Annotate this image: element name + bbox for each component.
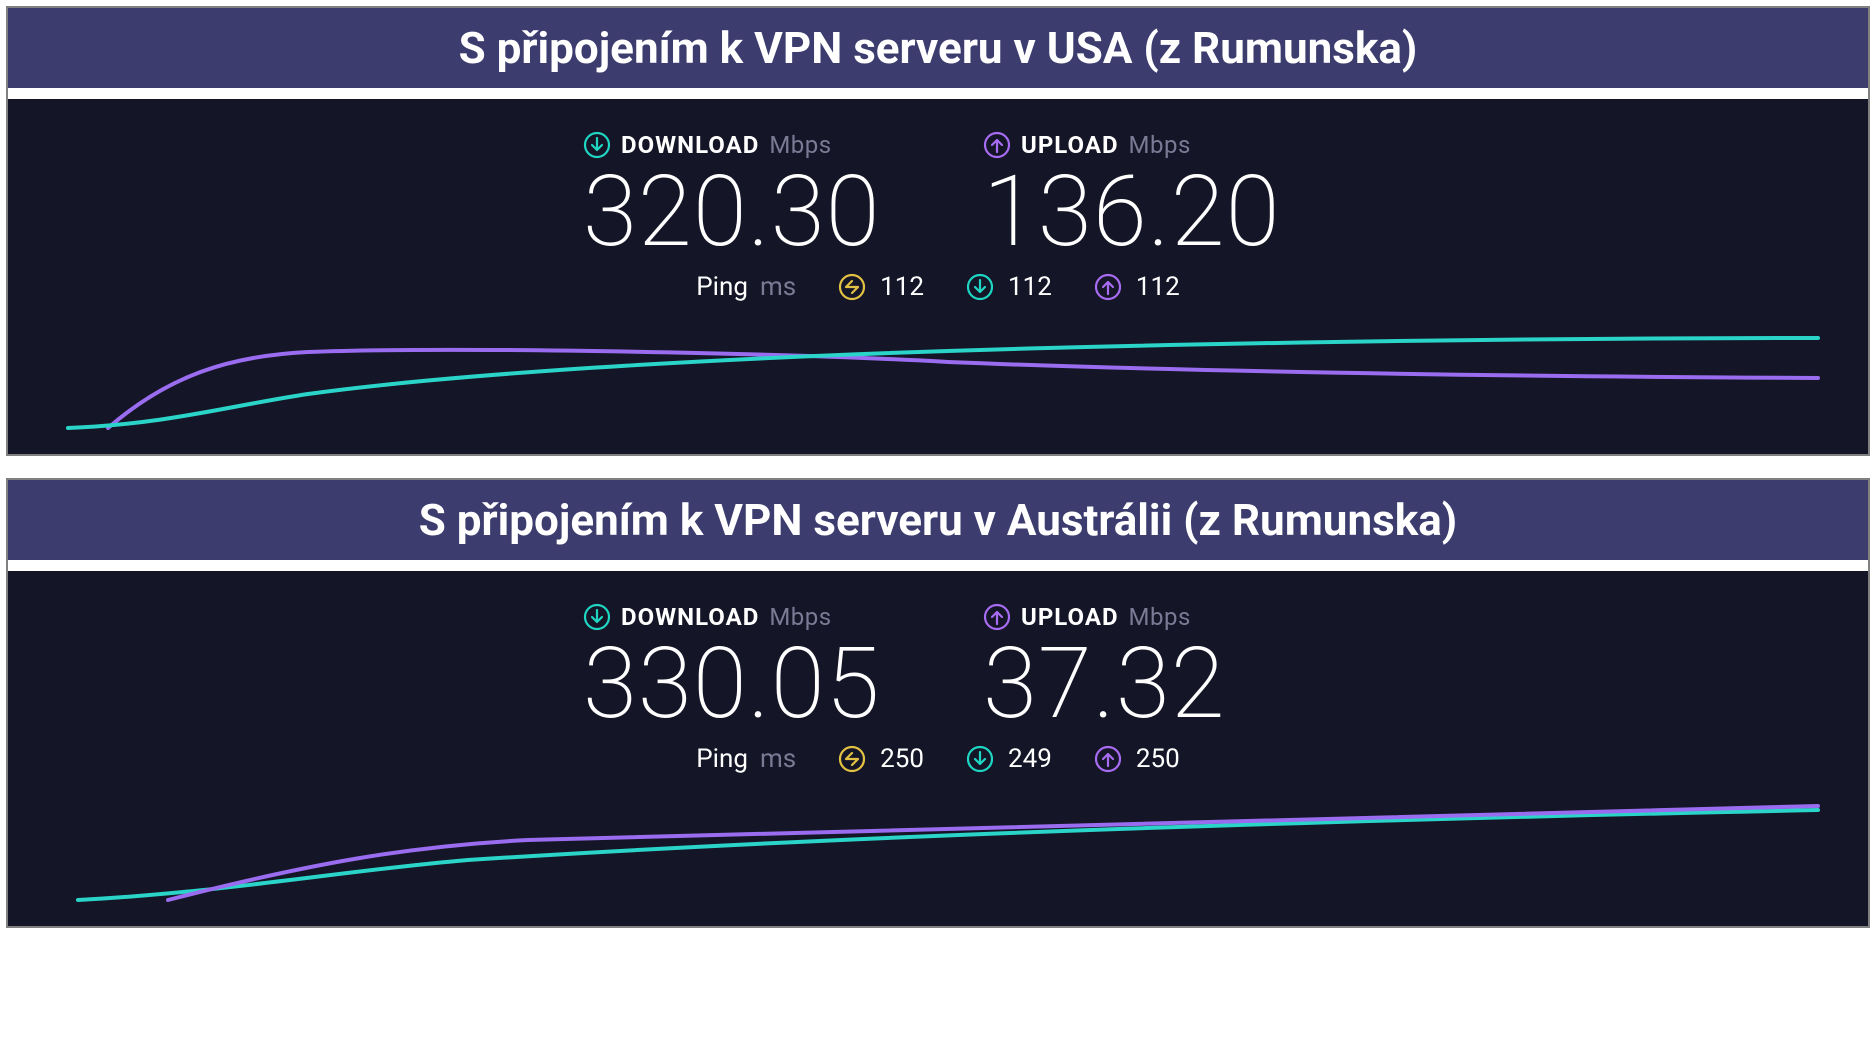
ping-download-value: 112 [1008,272,1052,302]
ping-upload: 250 [1094,744,1180,774]
speed-graph [48,788,1828,908]
ping-unit: ms [760,272,796,302]
ping-upload-icon [1094,273,1122,301]
speedtest-body: DOWNLOAD Mbps 330.05 UPLOAD Mbps 37.32 [8,571,1868,926]
download-metric: DOWNLOAD Mbps 330.05 [583,603,893,736]
ping-download-icon [966,273,994,301]
ping-download: 112 [966,272,1052,302]
download-value: 330.05 [583,633,893,736]
ping-label: Ping [696,744,748,774]
panel-usa: S připojením k VPN serveru v USA (z Rumu… [6,6,1870,456]
ping-idle-icon [838,745,866,773]
graph-purple-line [168,806,1818,900]
ping-download-icon [966,745,994,773]
download-value: 320.30 [583,161,893,264]
ping-idle: 250 [838,744,924,774]
metrics-row: DOWNLOAD Mbps 330.05 UPLOAD Mbps 37.32 [48,603,1828,736]
ping-download: 249 [966,744,1052,774]
ping-upload-icon [1094,745,1122,773]
ping-row: Ping ms 112 112 [48,272,1828,302]
ping-download-value: 249 [1008,744,1052,774]
ping-idle-value: 250 [880,744,924,774]
upload-metric: UPLOAD Mbps 37.32 [983,603,1293,736]
speedtest-comparison: S připojením k VPN serveru v USA (z Rumu… [0,0,1876,934]
download-metric: DOWNLOAD Mbps 320.30 [583,131,893,264]
upload-value: 37.32 [983,633,1293,736]
ping-idle: 112 [838,272,924,302]
metrics-row: DOWNLOAD Mbps 320.30 UPLOAD Mbps 136.20 [48,131,1828,264]
ping-idle-icon [838,273,866,301]
ping-unit: ms [760,744,796,774]
ping-idle-value: 112 [880,272,924,302]
upload-metric: UPLOAD Mbps 136.20 [983,131,1293,264]
ping-upload: 112 [1094,272,1180,302]
ping-upload-value: 112 [1136,272,1180,302]
ping-row: Ping ms 250 249 [48,744,1828,774]
upload-value: 136.20 [983,161,1293,264]
ping-upload-value: 250 [1136,744,1180,774]
panel-title: S připojením k VPN serveru v USA (z Rumu… [8,8,1868,99]
panel-title: S připojením k VPN serveru v Austrálii (… [8,480,1868,571]
ping-label: Ping [696,272,748,302]
speedtest-body: DOWNLOAD Mbps 320.30 UPLOAD Mbps 136.20 [8,99,1868,454]
speed-graph [48,316,1828,436]
graph-teal-line [78,810,1818,900]
panel-australia: S připojením k VPN serveru v Austrálii (… [6,478,1870,928]
